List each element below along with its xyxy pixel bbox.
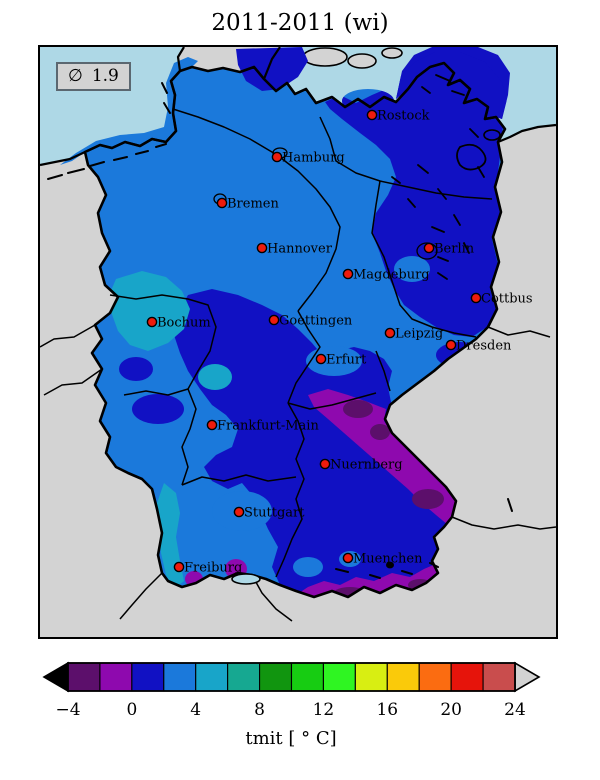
- city-marker: [173, 561, 185, 573]
- colorbar-tick-label: 4: [190, 700, 201, 720]
- city-marker: [146, 316, 158, 328]
- colorbar-label: tmit [ ° C]: [245, 728, 336, 749]
- germany-border: [83, 61, 507, 599]
- rivers-lakes: [47, 74, 513, 579]
- city-marker: [206, 419, 218, 431]
- state-borders: [109, 108, 493, 578]
- colorbar-segment: [418, 662, 452, 692]
- colorbar-segment: [450, 662, 484, 692]
- colorbar-segment: [227, 662, 261, 692]
- map-canvas: Rostock Hamburg Bremen Hannover Berlin Magdeb…: [40, 47, 556, 637]
- city-label: Erfurt: [326, 353, 367, 368]
- city-marker: [256, 242, 268, 254]
- colorbar-segments: [67, 662, 516, 692]
- colorbar-tick-label: 0: [126, 700, 137, 720]
- city-marker: [233, 506, 245, 518]
- lake-bodensee: [231, 573, 261, 585]
- colorbar-segment: [163, 662, 197, 692]
- contour-band-0-2-south: [174, 289, 454, 597]
- contour-band-0-2-northeast: [325, 52, 508, 337]
- colorbar-segment: [259, 662, 293, 692]
- city-marker: [445, 339, 457, 351]
- city-label: Magdeburg: [353, 268, 430, 283]
- colorbar-tick-label: 12: [313, 700, 335, 720]
- city-marker: [268, 314, 280, 326]
- mean-value: 1.9: [91, 66, 119, 86]
- colorbar-segment: [354, 662, 388, 692]
- city-marker: [470, 292, 482, 304]
- colorbar-under-arrow: [42, 661, 69, 693]
- city-marker: [342, 552, 354, 564]
- city-label: Leipzig: [395, 327, 443, 342]
- city-label: Nuernberg: [330, 458, 403, 473]
- colorbar-tick-label: 24: [504, 700, 526, 720]
- city-marker: [384, 327, 396, 339]
- contour-band-m4-m2: [343, 400, 373, 418]
- colorbar-outline: [67, 662, 516, 692]
- mean-annotation: ∅ 1.9: [56, 62, 131, 91]
- city-label: Stuttgart: [244, 506, 305, 521]
- city-marker: [271, 151, 283, 163]
- neighbour-borders: [40, 324, 556, 622]
- danish-islands: [302, 47, 403, 69]
- city-label: Hamburg: [282, 151, 345, 166]
- contour-island-erfurt: [306, 346, 362, 376]
- colorbar-segment: [322, 662, 356, 692]
- colorbar-segment: [290, 662, 324, 692]
- colorbar-ticks: −4 0 4 8 12 16 20 24: [55, 700, 525, 720]
- figure-title: 2011-2011 (wi): [211, 10, 389, 36]
- colorbar-over-arrow: [514, 661, 541, 693]
- colorbar-canvas: −4 0 4 8 12 16 20 24 tmit [ ° C]: [42, 661, 541, 749]
- city-marker: [216, 197, 228, 209]
- map-axes: Rostock Hamburg Bremen Hannover Berlin Magdeb…: [38, 45, 558, 639]
- colorbar-segment: [386, 662, 420, 692]
- contour-band-4-6-ruhr: [110, 271, 190, 351]
- city-label: Bremen: [227, 197, 279, 212]
- colorbar-segment: [67, 662, 101, 692]
- city-marker: [319, 458, 331, 470]
- city-marker: [366, 109, 378, 121]
- city-label: Berlin: [434, 242, 475, 257]
- colorbar: −4 0 4 8 12 16 20 24 tmit [ ° C]: [40, 660, 556, 760]
- city-label: Goettingen: [279, 314, 353, 329]
- mean-symbol: ∅: [68, 66, 83, 86]
- city-label: Rostock: [377, 109, 430, 124]
- colorbar-tick-label: 8: [254, 700, 265, 720]
- city-label: Cottbus: [481, 292, 533, 307]
- colorbar-tick-label: 16: [376, 700, 398, 720]
- city-label: Frankfurt-Main: [217, 419, 319, 434]
- city-label: Freiburg: [184, 561, 242, 576]
- colorbar-segment: [131, 662, 165, 692]
- city-markers: Rostock Hamburg Bremen Hannover Berlin Magdeb…: [146, 109, 533, 576]
- city-label: Bochum: [157, 316, 211, 331]
- city-marker: [315, 353, 327, 365]
- city-label: Muenchen: [353, 552, 423, 567]
- colorbar-segment: [482, 662, 516, 692]
- city-marker: [342, 268, 354, 280]
- city-marker: [423, 242, 435, 254]
- colorbar-segment: [195, 662, 229, 692]
- city-label: Hannover: [267, 242, 333, 257]
- colorbar-tick-label: 20: [440, 700, 462, 720]
- city-label: Dresden: [456, 339, 512, 354]
- colorbar-tick-label: −4: [55, 700, 80, 720]
- colorbar-segment: [99, 662, 133, 692]
